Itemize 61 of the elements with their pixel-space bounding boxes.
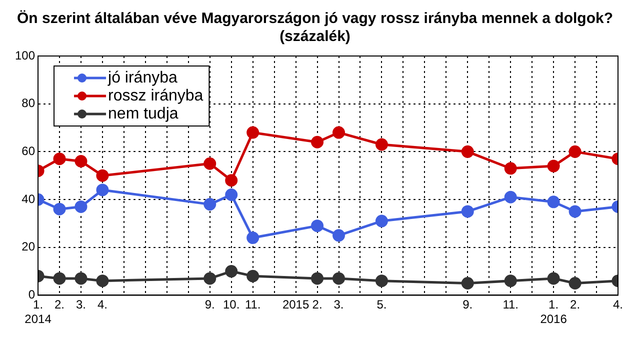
point <box>504 190 517 204</box>
point <box>204 157 216 170</box>
point <box>225 174 238 187</box>
y-tick-label: 40 <box>22 192 36 206</box>
legend-label: rossz irányba <box>108 87 204 104</box>
point <box>246 232 260 244</box>
point <box>74 155 88 168</box>
y-tick-label: 20 <box>22 240 36 254</box>
y-tick-label: 80 <box>22 96 36 110</box>
chart-subtitle: (százalék) <box>280 28 350 46</box>
point <box>461 145 474 158</box>
point <box>375 214 388 228</box>
x-tick-label: 2. <box>312 298 322 312</box>
x-tick-label: 2015 <box>282 298 310 312</box>
point <box>96 169 109 182</box>
point <box>375 274 388 288</box>
point <box>332 126 345 139</box>
x-tick-label: 4. <box>97 298 108 312</box>
point <box>332 272 345 285</box>
point <box>74 272 88 285</box>
y-tick-label: 60 <box>22 144 36 158</box>
point <box>568 205 582 218</box>
chart-title: Ön szerint általában véve Magyarországon jó vagy rossz irányba mennek a dolgok? <box>16 10 614 28</box>
point <box>461 205 474 218</box>
point <box>225 265 238 278</box>
point <box>246 270 260 282</box>
x-tick-label: 9. <box>462 298 473 312</box>
x-tick-label: 10. <box>223 298 240 312</box>
y-tick-label: 100 <box>14 48 36 62</box>
point <box>311 136 324 148</box>
point <box>547 272 560 285</box>
x-tick-label: 3. <box>76 298 86 312</box>
x-tick-label: 9. <box>204 298 215 312</box>
x-tick-label: 5. <box>376 298 387 312</box>
point <box>246 126 260 139</box>
x-tick-label: 1. 2016 <box>540 298 568 326</box>
point <box>96 274 109 288</box>
point <box>204 198 216 211</box>
point <box>311 272 324 285</box>
point <box>547 160 560 172</box>
x-tick-label: 3. <box>334 298 344 312</box>
legend-label: nem tudja <box>108 105 178 122</box>
x-tick-label: 2. <box>54 298 65 312</box>
point <box>225 188 238 201</box>
point <box>461 276 474 290</box>
point <box>96 184 109 196</box>
point <box>568 276 582 290</box>
point <box>332 229 345 242</box>
x-tick-label: 11. <box>502 298 518 312</box>
legend-label: jó irányba <box>107 69 178 86</box>
point <box>504 274 517 288</box>
point <box>568 145 582 158</box>
point <box>375 138 388 151</box>
point <box>74 200 88 213</box>
point <box>311 220 324 232</box>
x-tick-label: 2. <box>570 298 580 312</box>
point <box>504 162 517 175</box>
x-tick-label: 11. <box>244 298 261 312</box>
x-tick-label: 4. <box>612 298 624 312</box>
point <box>547 196 560 208</box>
point <box>204 272 216 285</box>
